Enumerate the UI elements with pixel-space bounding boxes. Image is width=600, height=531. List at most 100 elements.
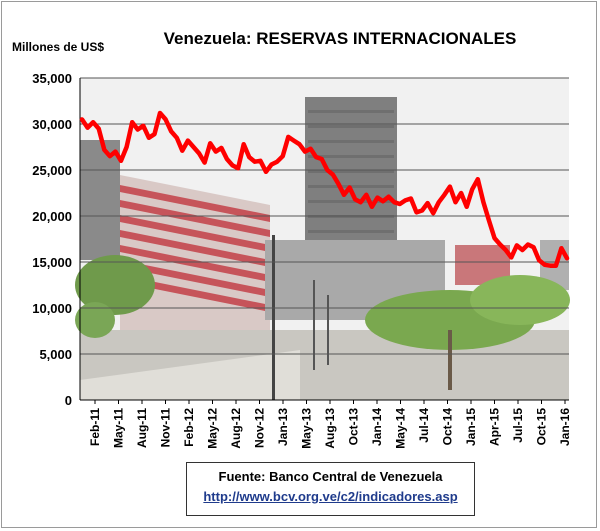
data-point: [119, 159, 123, 163]
x-tick-label: Oct-13: [347, 408, 361, 446]
data-point: [80, 117, 84, 121]
data-point: [437, 200, 441, 204]
data-point: [487, 219, 491, 223]
data-point: [476, 177, 480, 181]
data-point: [543, 263, 547, 267]
data-point: [125, 145, 129, 149]
data-point: [130, 120, 134, 124]
data-point: [448, 185, 452, 189]
data-point: [392, 200, 396, 204]
data-point: [269, 162, 274, 167]
data-point: [164, 117, 168, 121]
source-box: Fuente: Banco Central de Venezuela http:…: [186, 462, 475, 516]
x-tick-label: May-12: [206, 408, 220, 449]
x-tick-label: Jan-16: [558, 408, 572, 446]
data-point: [325, 168, 329, 172]
data-point: [97, 127, 101, 131]
data-point: [253, 160, 257, 164]
data-point: [526, 242, 530, 247]
data-point: [297, 142, 301, 146]
data-point: [348, 185, 352, 190]
x-tick-label: Oct-14: [441, 408, 455, 446]
data-point: [431, 211, 435, 215]
data-point: [565, 256, 569, 260]
data-point: [442, 193, 446, 197]
x-tick-label: Nov-11: [159, 408, 173, 448]
y-tick-label: 30,000: [32, 117, 72, 132]
data-point: [414, 210, 419, 214]
data-point: [264, 170, 268, 174]
data-point: [242, 142, 246, 146]
x-tick-label: Feb-12: [182, 408, 196, 447]
data-point: [353, 197, 357, 201]
data-point: [537, 258, 541, 262]
y-tick-label: 10,000: [32, 301, 72, 316]
data-point: [370, 205, 374, 209]
x-tick-label: Nov-12: [253, 408, 267, 448]
data-point: [247, 155, 251, 159]
data-point: [141, 124, 145, 128]
data-point: [398, 202, 402, 206]
x-tick-label: Oct-15: [535, 408, 549, 446]
data-point: [504, 248, 508, 252]
data-point: [331, 173, 335, 177]
data-point: [465, 205, 469, 209]
y-tick-label: 25,000: [32, 163, 72, 178]
data-point: [113, 150, 117, 154]
y-tick-label: 15,000: [32, 255, 72, 270]
data-point: [281, 154, 285, 158]
data-point: [481, 200, 485, 204]
x-tick-label: Jan-13: [276, 408, 290, 446]
data-point: [320, 157, 324, 161]
series-line: [79, 110, 570, 268]
data-point: [364, 193, 368, 197]
x-tick-label: Jan-15: [464, 408, 478, 446]
series-layer: [79, 110, 570, 268]
data-point: [375, 196, 380, 200]
data-point: [459, 191, 463, 195]
x-tick-label: Aug-11: [135, 408, 149, 448]
data-point: [532, 245, 536, 249]
y-axis: 0 5,000 10,000 15,000 20,000 25,000 30,000 35,0…: [32, 71, 81, 408]
data-point: [520, 248, 525, 252]
data-point: [158, 111, 162, 115]
data-point: [214, 150, 218, 154]
source-link[interactable]: http://www.bcv.org.ve/c2/indicadores.asp: [203, 489, 458, 504]
x-tick-label: Jul-15: [511, 408, 525, 443]
data-point: [136, 127, 140, 132]
data-point: [314, 155, 318, 159]
data-point: [169, 129, 173, 133]
data-point: [381, 199, 385, 203]
data-point: [91, 120, 95, 124]
x-tick-label: Feb-11: [88, 408, 102, 446]
data-point: [186, 139, 190, 143]
data-point: [453, 200, 458, 204]
y-tick-label: 35,000: [32, 71, 72, 86]
y-tick-label: 20,000: [32, 209, 72, 224]
data-point: [230, 163, 235, 167]
data-point: [225, 157, 229, 161]
data-point: [409, 196, 413, 201]
data-point: [342, 193, 346, 197]
data-point: [492, 236, 497, 240]
data-point: [509, 255, 513, 259]
data-point: [191, 145, 196, 149]
data-point: [470, 187, 474, 191]
data-point: [175, 136, 179, 140]
x-tick-label: May-11: [112, 408, 126, 448]
x-tick-label: Jan-14: [370, 408, 384, 446]
x-tick-label: Jul-14: [417, 408, 431, 443]
data-point: [102, 148, 106, 152]
y-tick-label: 0: [65, 393, 72, 408]
data-point: [203, 161, 207, 165]
data-point: [498, 242, 502, 247]
x-tick-label: May-14: [394, 408, 408, 449]
data-point: [387, 195, 391, 199]
data-point: [147, 136, 151, 140]
data-point: [108, 154, 112, 158]
data-point: [286, 135, 290, 139]
background-photo: [75, 78, 570, 400]
data-point: [426, 201, 430, 205]
data-point: [86, 126, 90, 130]
